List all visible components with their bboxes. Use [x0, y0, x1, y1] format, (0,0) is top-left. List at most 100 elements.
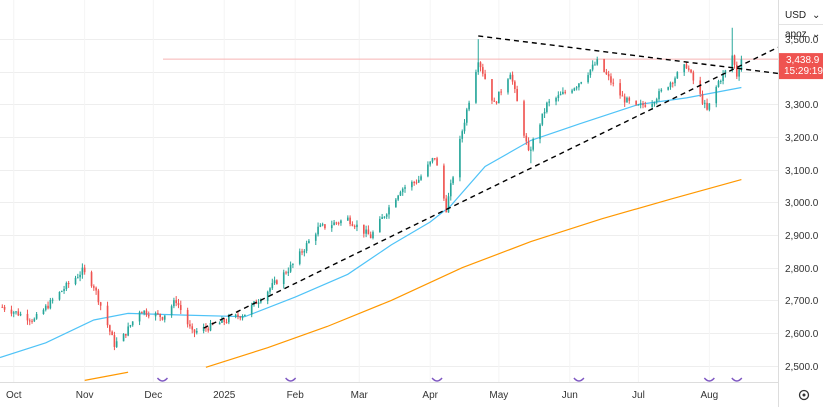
chart-settings-button[interactable] [798, 389, 810, 401]
candle-body [175, 300, 178, 304]
candle-body [67, 282, 70, 285]
candle-body [516, 89, 518, 102]
candle-body [138, 312, 141, 322]
candle-body [257, 302, 260, 304]
candle-body [26, 313, 29, 321]
candle-body [655, 99, 658, 103]
candle-body [28, 320, 31, 322]
candle-body [461, 131, 464, 139]
y-tick-label: 3,000.0 [785, 198, 819, 209]
candle-body [335, 222, 338, 224]
candle-body [109, 325, 111, 332]
candle-body [683, 64, 686, 73]
candle-body [692, 72, 695, 81]
candle-body [276, 280, 278, 285]
x-tick-label: Jun [562, 390, 578, 401]
x-tick-label: Feb [287, 390, 305, 401]
candle-body [541, 113, 544, 125]
candle-body [715, 86, 718, 104]
candle-body [314, 234, 317, 241]
candle-body [237, 314, 239, 317]
candle-body [106, 305, 109, 326]
candle-body [10, 309, 13, 314]
candle-body [543, 111, 546, 114]
candle-body [644, 105, 647, 107]
candle-body [189, 324, 191, 327]
candle-body [706, 102, 708, 110]
event-marker [285, 377, 297, 382]
candle-body [523, 101, 525, 136]
candle-body [15, 311, 17, 313]
candle-body [722, 73, 724, 81]
candle-body [12, 312, 15, 314]
candle-body [431, 158, 434, 162]
trendline-layer [203, 35, 779, 329]
candle-body [163, 315, 166, 320]
x-axis[interactable]: Oct Nov Dec 2025 Feb Mar Apr May Jun Jul Aug [6, 390, 718, 401]
candle-body [19, 313, 22, 316]
x-tick-label: Jul [632, 390, 645, 401]
candle-body [330, 225, 333, 229]
candle-body [241, 316, 244, 319]
candle-body [479, 62, 482, 68]
candle-body [676, 72, 679, 79]
currency-selector[interactable]: USD ⌄ [785, 10, 820, 21]
candle-body [443, 165, 445, 199]
candle-body [525, 135, 528, 142]
candle-body [127, 326, 129, 336]
y-tick-label: 3,200.0 [785, 133, 819, 144]
candle-body [193, 329, 196, 333]
candle-body [575, 87, 578, 89]
candle-body [63, 289, 65, 291]
candle-body [143, 310, 145, 314]
candle-body [445, 198, 448, 213]
candle-body [234, 314, 237, 317]
candle-body [413, 182, 415, 184]
candle-body [463, 122, 466, 132]
candle-body [90, 272, 93, 287]
candle-body [596, 59, 599, 65]
candle-body [578, 83, 580, 88]
y-tick-label: 3,500.0 [785, 35, 819, 46]
candle-body [690, 69, 692, 73]
candle-body [481, 67, 484, 74]
candle-body [381, 217, 383, 219]
candle-body [202, 327, 205, 331]
candle-body [621, 95, 624, 97]
candle-body [244, 314, 246, 317]
candle-body [31, 320, 33, 322]
candle-body [228, 316, 230, 323]
scale-mode-selector[interactable]: apoz ⌄ [785, 29, 820, 40]
candle-body [271, 283, 274, 289]
candle-body [95, 287, 97, 291]
candle-body [539, 124, 541, 140]
candle-body [287, 271, 290, 274]
candle-body [447, 196, 450, 213]
candle-body [51, 299, 54, 301]
candle-body [514, 81, 516, 89]
moving-average-short [0, 86, 742, 359]
candle-body [397, 195, 399, 200]
candle-body [667, 87, 669, 90]
candle-body [372, 232, 374, 239]
candle-body [161, 317, 164, 320]
candle-body [491, 79, 493, 101]
candle-body [113, 335, 116, 347]
y-axis[interactable]: 2,500.0 2,600.0 2,700.0 2,800.0 2,900.0 3,000… [785, 35, 819, 373]
candle-body [395, 199, 397, 208]
candle-body [465, 109, 468, 123]
candle-body [207, 328, 210, 331]
candle-body [594, 64, 596, 66]
candle-body [337, 222, 340, 224]
candle-body [731, 55, 734, 71]
event-marker [731, 377, 743, 382]
candle-body [145, 310, 148, 315]
candle-body [562, 91, 564, 95]
candle-body [610, 76, 612, 83]
candle-body [218, 322, 221, 325]
candle-body [131, 321, 134, 326]
candle-body [60, 290, 63, 292]
candle-body [273, 280, 276, 284]
candle-body [671, 82, 674, 84]
